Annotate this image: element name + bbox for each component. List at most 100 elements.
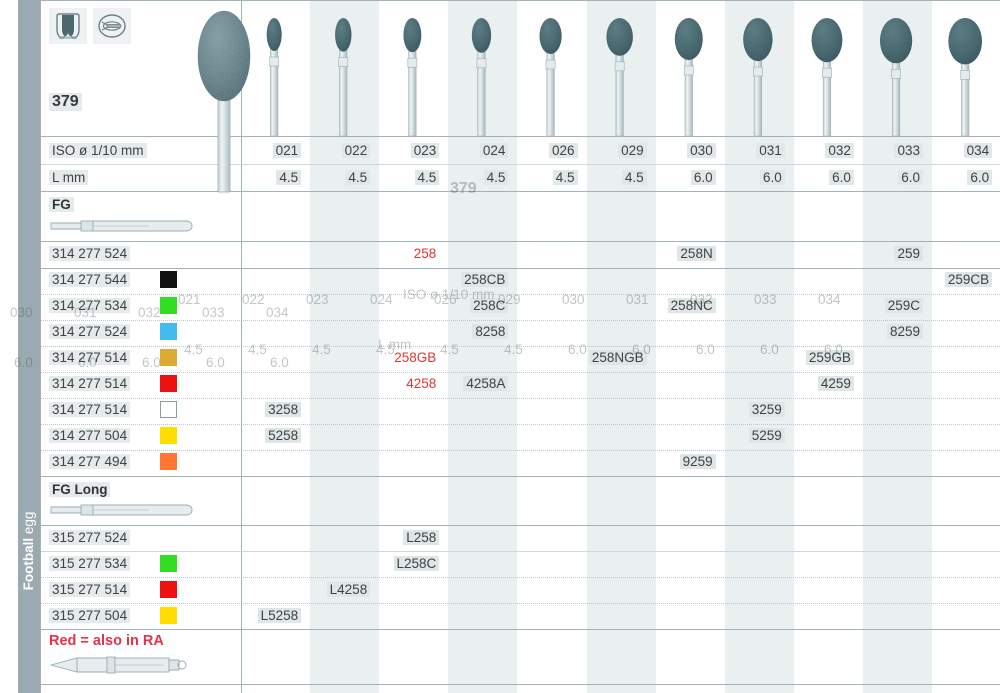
product-code-cell: L5258 [257, 608, 302, 623]
iso-size-value: 030 [687, 143, 716, 158]
length-value: 4.5 [621, 170, 647, 185]
tooth-cross-section-icon [49, 8, 87, 44]
iso-size-value: 034 [963, 143, 993, 158]
rule-burstrip [41, 136, 1000, 137]
rule-iso [41, 164, 1000, 165]
ra-note: Red = also in RA [49, 633, 164, 649]
color-code-swatch [160, 401, 177, 418]
product-code-cell: 258C [470, 298, 509, 313]
product-code-cell: 4258A [463, 376, 509, 391]
rule-fglong-head [41, 525, 1000, 526]
iso-size-value: 021 [272, 143, 302, 158]
article-number: 314 277 524 [49, 246, 131, 261]
bur-illustration [266, 18, 282, 137]
rule-fg-r4 [41, 346, 1000, 347]
product-code-cell: 258NC [667, 298, 716, 313]
category-name-sub: egg [21, 511, 36, 535]
rule-fgl-r3 [41, 603, 1000, 604]
color-code-swatch [160, 453, 177, 470]
length-value: 4.5 [276, 170, 302, 185]
category-spine: Football egg [18, 0, 40, 693]
color-code-swatch [160, 297, 177, 314]
article-number: 315 277 514 [49, 582, 131, 597]
length-value: 6.0 [829, 170, 854, 185]
length-row-label: L mm [49, 170, 89, 185]
color-code-swatch [160, 607, 177, 624]
color-code-swatch [160, 581, 177, 598]
iso-size-value: 033 [894, 143, 923, 158]
article-number: 314 277 494 [49, 454, 131, 469]
iso-size-value: 022 [341, 143, 371, 158]
product-code-cell: 4258 [406, 376, 437, 391]
color-code-swatch [160, 375, 177, 392]
product-code-cell: 259C [884, 298, 923, 313]
product-code-cell: 258 [413, 246, 437, 261]
product-code-cell: 3258 [265, 402, 302, 417]
product-code-cell: 5258 [265, 428, 302, 443]
product-code-cell: 258CB [461, 272, 509, 287]
length-value: 6.0 [967, 170, 993, 185]
rule-fg-r3 [41, 320, 1000, 321]
bur-illustration [539, 18, 562, 137]
rule-fg-end [41, 476, 1000, 477]
rule-fgl-r1 [41, 551, 1000, 552]
color-code-swatch [160, 555, 177, 572]
product-code-cell: L258C [393, 556, 440, 571]
bur-illustration [335, 18, 352, 137]
article-number: 314 277 514 [49, 402, 131, 417]
rule-fgl-r2 [41, 577, 1000, 578]
product-code-cell: L4258 [326, 582, 371, 597]
article-number: 314 277 534 [49, 298, 131, 313]
product-code-cell: 8259 [886, 324, 923, 339]
product-code-cell: 9259 [679, 454, 716, 469]
section-title-fg: FG [49, 197, 74, 212]
color-code-swatch [160, 271, 177, 288]
bur-illustration [948, 18, 983, 137]
rule-fg-r7 [41, 424, 1000, 425]
rule-fgl-end [41, 629, 1000, 630]
length-value: 4.5 [345, 170, 371, 185]
article-number: 315 277 524 [49, 530, 131, 545]
product-code-cell: 3259 [748, 402, 785, 417]
bur-illustration [743, 18, 773, 137]
article-number: 314 277 544 [49, 272, 131, 287]
rule-fg-r6 [41, 398, 1000, 399]
demo-bur-illustration [191, 4, 257, 199]
article-number: 315 277 534 [49, 556, 131, 571]
bur-strip-svg [266, 17, 983, 137]
iso-size-value: 031 [756, 143, 785, 158]
article-number: 314 277 504 [49, 428, 131, 443]
rule-fg-r8 [41, 450, 1000, 451]
fg-shank-icon [49, 219, 194, 238]
iso-size-value: 026 [548, 143, 578, 158]
product-code-cell: 8258 [472, 324, 509, 339]
bur-illustration [674, 18, 703, 137]
article-number: 314 277 524 [49, 324, 131, 339]
fg-long-shank-icon [49, 503, 194, 522]
article-number: 315 277 504 [49, 608, 131, 623]
rule-length [41, 191, 1000, 192]
product-code-cell: 259CB [944, 272, 993, 287]
tooth-occlusal-prep-icon [93, 8, 131, 44]
page-title: 379 [49, 93, 82, 111]
length-value: 4.5 [414, 170, 440, 185]
iso-size-value: 032 [825, 143, 854, 158]
bur-illustration [879, 18, 913, 137]
article-number: 314 277 514 [49, 350, 131, 365]
length-value: 6.0 [760, 170, 785, 185]
bur-size-illustrations [41, 0, 1000, 137]
color-code-swatch [160, 427, 177, 444]
rule-fg-r1 [41, 268, 1000, 269]
product-code-cell: 258GB [394, 350, 437, 365]
bur-illustration [471, 18, 492, 137]
product-sheet: 379 [40, 0, 1000, 693]
product-code-cell: 5259 [748, 428, 785, 443]
color-code-swatch [160, 349, 177, 366]
product-code-cell: 258N [677, 246, 716, 261]
color-code-swatch [160, 323, 177, 340]
length-value: 4.5 [483, 170, 509, 185]
bur-illustration [403, 17, 422, 137]
product-code-cell: 4259 [817, 376, 854, 391]
section-title-fg-long: FG Long [49, 482, 111, 497]
length-value: 6.0 [690, 170, 716, 185]
